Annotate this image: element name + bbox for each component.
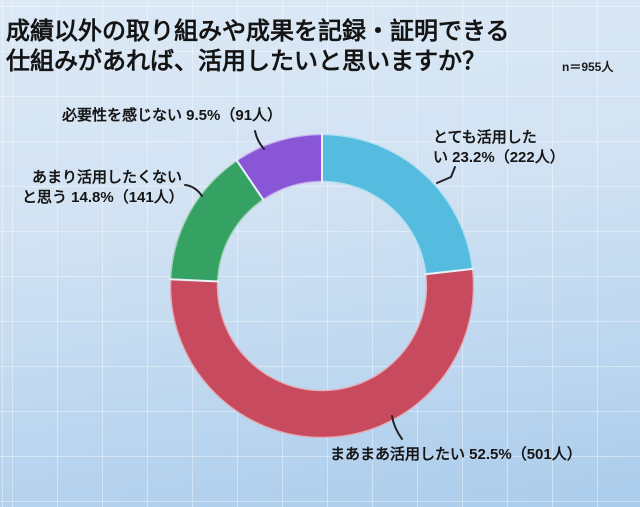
label-very-want-line1: とても活用した [433,129,537,146]
label-not-much-line2: と思う 14.8%（141人） [22,189,184,206]
leader-line-somewhat [391,415,403,440]
donut-segment-2 [170,134,474,438]
chart-title-line2: 仕組みがあれば、活用したいと思いますか？ [6,48,486,75]
chart-title-line1: 成績以外の取り組みや成果を記録・証明できる [6,18,510,45]
donut-separators [169,133,475,283]
label-no-need-line1: 必要性を感じない 9.5%（91人） [62,107,283,124]
leader-lines [184,130,456,440]
label-very-want: とても活用した い 23.2%（222人） [433,128,565,168]
donut-ring [170,134,474,438]
label-no-need: 必要性を感じない 9.5%（91人） [62,106,282,126]
donut-separator-4 [235,158,265,202]
label-very-want-line2: い 23.2%（222人） [433,149,565,166]
label-somewhat-want-line1: まあまあ活用したい 52.5%（501人） [330,446,582,463]
leader-line-not-much [184,184,203,197]
label-somewhat-want: まあまあ活用したい 52.5%（501人） [330,445,582,465]
leader-line-no-need [254,130,265,150]
leader-line-very [436,166,456,184]
donut-inner-outline [216,180,428,392]
donut-separator-3 [169,278,220,283]
label-not-much-line1: あまり活用したくない [32,169,183,186]
donut-separator-2 [424,267,475,276]
sample-size-note: n＝955人 [562,60,614,74]
label-not-much: あまり活用したくない と思う 14.8%（141人） [22,168,184,208]
chart-title: 成績以外の取り組みや成果を記録・証明できる 仕組みがあれば、活用したいと思います… [6,17,510,77]
